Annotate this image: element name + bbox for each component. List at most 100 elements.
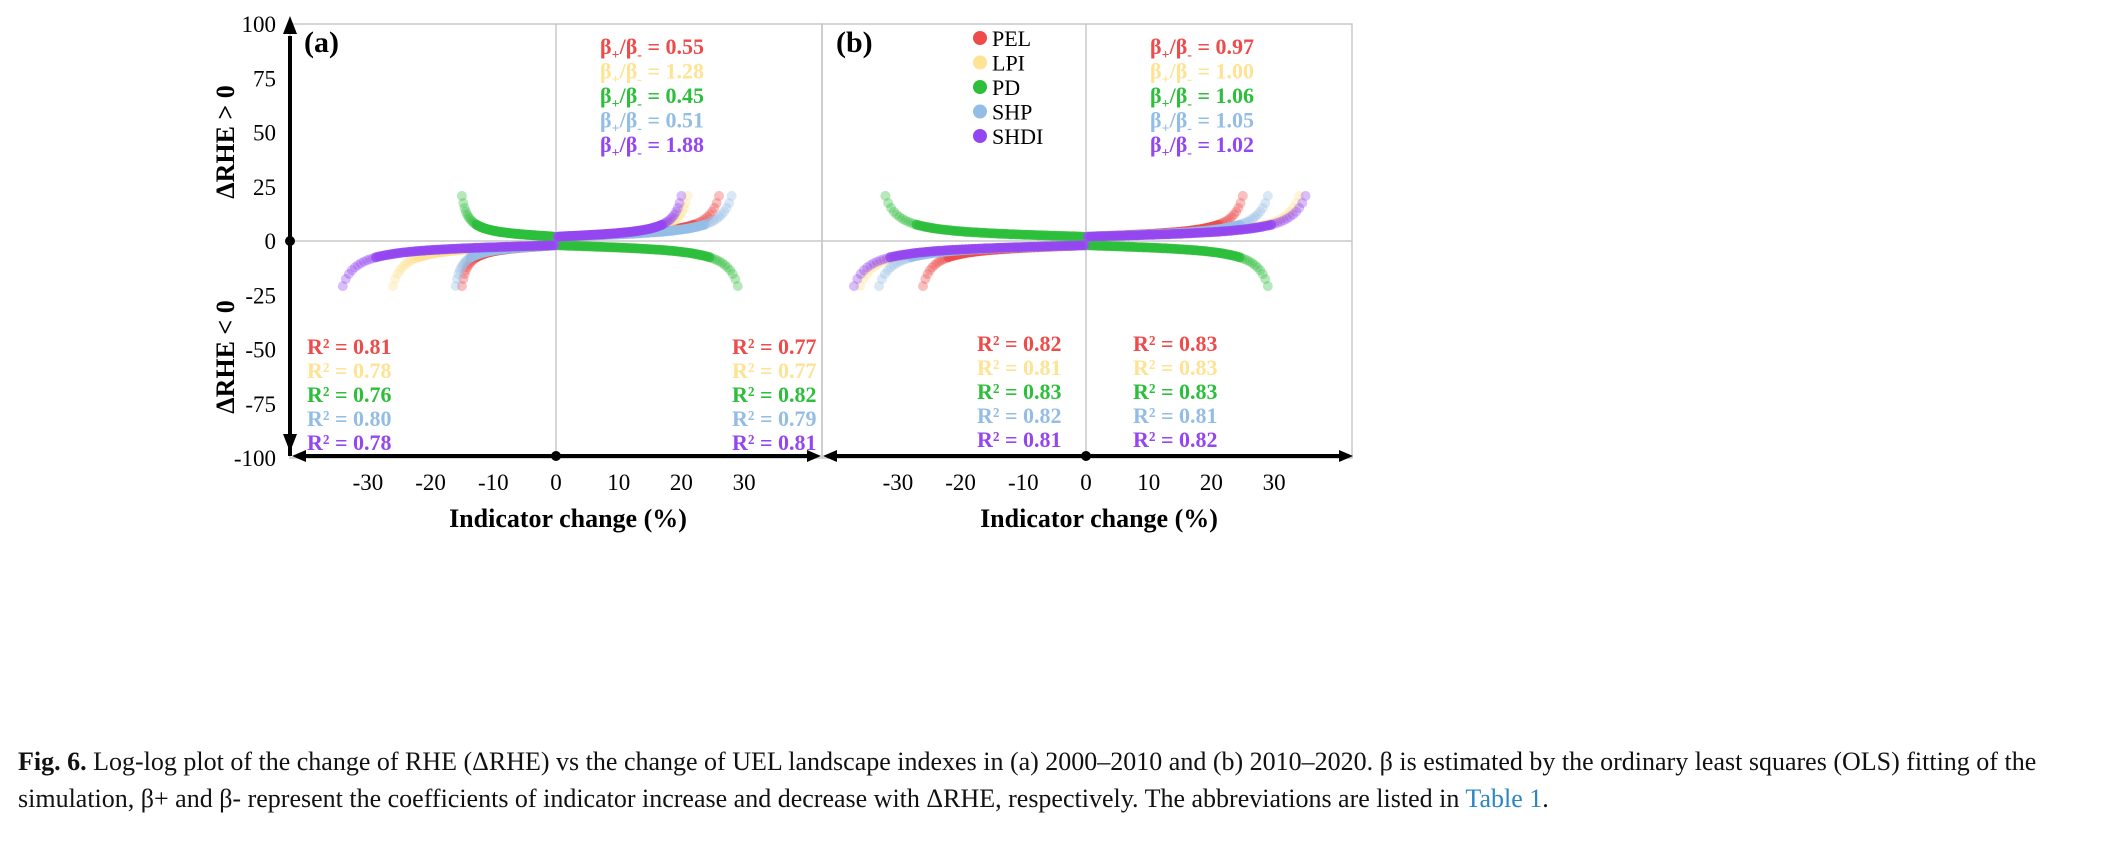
point-SHDI: [872, 256, 882, 267]
point-PEL: [1224, 213, 1235, 224]
point-SHDI: [352, 260, 363, 271]
x-tick-label: 20: [1200, 470, 1223, 495]
point-SHDI: [676, 190, 687, 201]
point-SHP: [888, 260, 899, 271]
point-PEL: [1237, 190, 1248, 201]
figure-caption: Fig. 6. Log-log plot of the change of RH…: [18, 743, 2098, 817]
point-SHP: [1244, 215, 1255, 226]
point-PD: [1239, 254, 1250, 265]
point-SHDI: [371, 252, 381, 263]
point-LPI: [666, 217, 676, 228]
legend-marker-SHDI: [973, 129, 987, 143]
caption-text: Log-log plot of the change of RHE (ΔRHE)…: [18, 747, 2037, 813]
point-PD: [467, 216, 478, 227]
point-PD: [720, 260, 730, 271]
point-SHDI: [358, 256, 369, 267]
point-LPI: [1279, 211, 1290, 222]
point-SHDI: [340, 274, 351, 284]
point-PD: [1252, 262, 1263, 273]
y-axis-arrow-down: [283, 434, 297, 452]
point-SHP: [463, 254, 474, 265]
point-LPI: [388, 281, 398, 292]
caption-label: Fig. 6.: [18, 747, 87, 776]
x-axis-arrow-left-b: [823, 450, 837, 462]
point-SHDI: [337, 281, 348, 292]
point-LPI: [1294, 190, 1305, 201]
panel-label: (b): [836, 26, 873, 59]
beta-ratio-LPI: β+/β- = 1.28: [600, 59, 704, 88]
point-PD: [891, 209, 902, 220]
legend-marker-PD: [973, 80, 987, 94]
point-SHP: [461, 255, 472, 266]
point-SHP: [1255, 206, 1266, 217]
point-PD: [722, 262, 733, 273]
point-PD: [725, 265, 736, 276]
point-PD: [470, 218, 481, 229]
caption-end: .: [1542, 784, 1549, 813]
point-PD: [888, 206, 899, 217]
point-LPI: [1291, 198, 1302, 208]
table-link[interactable]: Table 1: [1465, 784, 1543, 813]
y-axis-origin-dot: [285, 236, 295, 246]
point-PD: [883, 198, 894, 208]
r2-right-SHDI: R² = 0.82: [1133, 427, 1218, 452]
point-LPI: [671, 213, 682, 224]
point-SHP: [460, 256, 471, 267]
point-SHDI: [671, 206, 682, 217]
x-axis-title: Indicator change (%): [449, 504, 687, 533]
point-SHDI: [1284, 211, 1295, 222]
r2-left-PD: R² = 0.83: [977, 379, 1062, 404]
point-LPI: [874, 258, 885, 269]
point-SHDI: [660, 217, 671, 228]
x-tick-label: -30: [353, 470, 384, 495]
x-tick-label: 0: [1080, 470, 1092, 495]
beta-ratio-SHDI: β+/β- = 1.88: [600, 132, 704, 161]
point-SHDI: [881, 253, 892, 264]
y-label-negative: ΔRHE < 0: [211, 300, 240, 413]
point-SHP: [726, 190, 737, 201]
legend-marker-SHP: [973, 104, 987, 119]
beta-ratio-LPI: β+/β- = 1.00: [1150, 59, 1254, 88]
point-SHP: [716, 209, 727, 220]
point-LPI: [861, 269, 872, 279]
x-tick-label: 0: [550, 470, 562, 495]
point-PD: [1242, 255, 1253, 266]
point-LPI: [1288, 203, 1299, 213]
point-PEL: [920, 274, 931, 284]
point-SHDI: [1275, 216, 1286, 227]
point-SHDI: [672, 203, 683, 213]
y-tick-label: 0: [265, 229, 277, 254]
point-PD: [709, 254, 720, 265]
r2-left-SHP: R² = 0.80: [307, 406, 392, 431]
y-tick-label: 75: [253, 66, 276, 91]
x-axis-arrow-left-a: [292, 450, 306, 462]
r2-right-PD: R² = 0.82: [732, 382, 817, 407]
point-SHDI: [1288, 209, 1298, 220]
point-SHDI: [349, 262, 360, 273]
point-SHP: [885, 262, 896, 273]
point-PEL: [711, 198, 722, 208]
point-SHP: [1260, 198, 1271, 208]
point-SHDI: [667, 211, 678, 222]
point-SHDI: [658, 218, 669, 229]
r2-right-SHP: R² = 0.79: [732, 406, 817, 431]
point-PEL: [714, 190, 724, 201]
point-LPI: [675, 209, 686, 220]
point-LPI: [1282, 209, 1293, 220]
point-PD: [894, 211, 905, 222]
x-tick-label: 10: [607, 470, 630, 495]
point-PD: [717, 258, 728, 269]
y-label-positive: ΔRHE > 0: [211, 85, 240, 198]
y-tick-label: -75: [245, 392, 276, 417]
x-axis-title: Indicator change (%): [980, 504, 1218, 533]
x-tick-label: -10: [478, 470, 509, 495]
point-SHP: [466, 252, 477, 263]
point-PD: [1244, 256, 1255, 267]
point-PD: [908, 218, 919, 229]
point-PEL: [704, 209, 715, 220]
point-PD: [880, 190, 891, 201]
point-LPI: [855, 281, 866, 292]
point-SHDI: [365, 254, 375, 265]
point-PD: [1250, 260, 1260, 271]
